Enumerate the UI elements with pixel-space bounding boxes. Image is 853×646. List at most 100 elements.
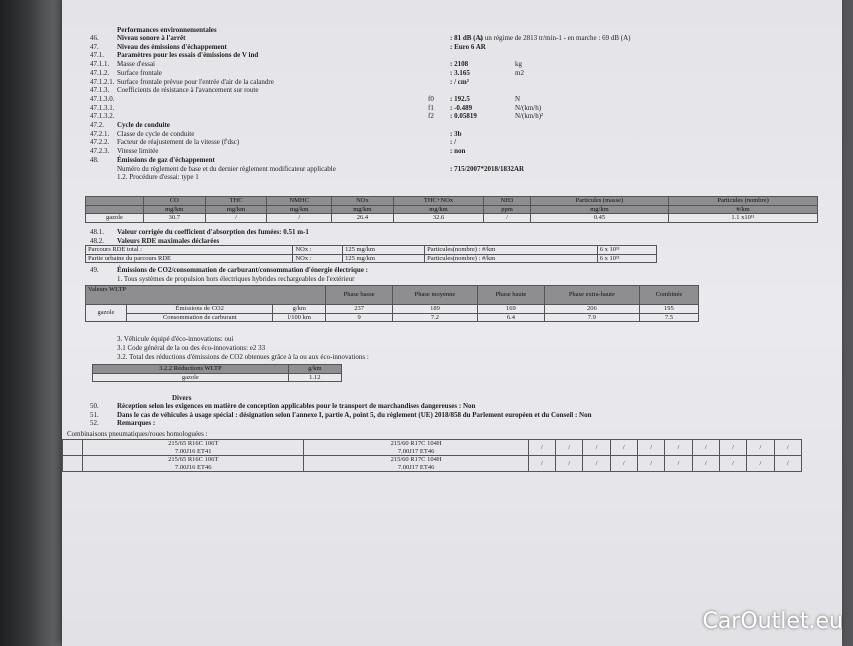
table-row: CO THC NMHC NOx THC+NOx NH3 Particules (masse)… (85, 196, 818, 206)
table-cell: Phase extra-haute (543, 285, 640, 305)
item-label: Valeur corrigée du coefficient d'absorpt… (117, 228, 309, 236)
eco-table: 3.2.2 Réductions WLTP g/km gazole 1.12 (92, 364, 343, 382)
item-number: 47.1. (90, 51, 104, 60)
item-value: : Euro 6 AR (450, 42, 486, 51)
item-label: Coefficients de résistance à l'avancemen… (117, 86, 259, 95)
eco-line: 3.1 Code général de la ou des éco-innova… (117, 344, 266, 352)
table-cell: 237 (325, 304, 393, 314)
table-cell: / (746, 455, 775, 472)
item-value: : / cm² (450, 77, 469, 86)
emissions-table: CO THC NMHC NOx THC+NOx NH3 Particules (masse)… (85, 196, 818, 223)
eco-line: 3.2. Total des réductions d'émissions de… (117, 353, 369, 361)
table-cell: g/km (287, 364, 343, 374)
table-cell (61, 439, 84, 456)
item-label: Paramètres pour les essais d'émissions d… (117, 51, 259, 60)
item-number: 51. (90, 410, 99, 419)
item-label: Remarques : (117, 419, 156, 427)
table-cell: / (636, 439, 666, 456)
item-label: Émissions de gaz d'échappement (117, 155, 215, 164)
item-number: 47.1.3.0. (90, 94, 115, 103)
item-value: : 192.5 (450, 94, 470, 103)
table-cell: Phase basse (325, 285, 393, 305)
item-number: 48.2. (90, 236, 104, 245)
table-cell: mg/km (266, 204, 333, 214)
item-label: Niveau sonore à l'arrêt (117, 34, 186, 42)
item-number: 47. (90, 42, 99, 51)
table-cell: 215/65 R16C 106T 7.00J16 ET41 (82, 439, 305, 456)
table-cell: 6.4 (476, 312, 545, 322)
table-cell: Partie urbaine du parcours RDE (84, 253, 294, 263)
item-number: 47.1.2. (90, 68, 110, 77)
item-number: 47.2.1. (90, 129, 110, 138)
table-cell: gazole (85, 304, 127, 322)
table-cell: Émissions de CO2 (125, 304, 274, 314)
item-label: Réception selon les exigences en matière… (117, 402, 476, 410)
table-cell (61, 455, 84, 472)
table-cell: / (718, 439, 748, 456)
item-ref: f2 (428, 112, 434, 121)
table-cell: / (746, 439, 775, 456)
table-cell: Valeurs WLTP (84, 285, 327, 305)
item-value: : -0.489 (450, 103, 473, 112)
item-label: Facteur de réajustement de la vitesse (f… (117, 138, 240, 147)
table-cell: NOx : (292, 245, 344, 255)
rde-table: Parcours RDE total : NOx :125 mg/km Partic… (84, 245, 658, 263)
item-unit: N/(km/h) (515, 103, 542, 112)
table-cell: NH3 (483, 196, 531, 206)
table-cell: / (555, 439, 584, 456)
table-cell: / (664, 439, 693, 456)
table-cell: 9 (325, 312, 393, 322)
item-value: : 715/2007*2018/1832AR (450, 164, 525, 173)
table-cell: Consommation de carburant (125, 312, 274, 322)
item-number: 48.1. (90, 228, 104, 236)
table-cell: / (773, 439, 803, 456)
table-cell: / (266, 213, 333, 223)
table-cell (85, 196, 144, 206)
table-cell: / (718, 455, 748, 472)
item-extra: à un régime de 2813 tr/min-1 - en marche… (480, 34, 631, 42)
table-cell: ppm (483, 204, 531, 214)
item-unit: kg (515, 60, 522, 69)
section-title: Divers (172, 394, 192, 402)
table-cell: / (691, 439, 720, 456)
table-cell: 215/60 R17C 104H 7.00J17 ET46 (303, 439, 529, 456)
table-cell: Phase moyenne (391, 285, 478, 305)
table-cell: mg/km (529, 204, 670, 214)
table-cell: 26.4 (331, 213, 394, 223)
table-cell: / (691, 455, 720, 472)
table-cell: / (204, 213, 268, 223)
item-label: Numéro du règlement de base et du dernie… (117, 164, 336, 173)
table-cell: 215/65 R16C 106T 7.00J16 ET46 (82, 455, 305, 472)
table-row: gazole 1.12 (92, 372, 343, 382)
tyres-title: Combinaisons pneumatiques/roues homologu… (67, 430, 208, 438)
table-cell: 1.1 x10¹¹ (668, 213, 818, 223)
table-cell (85, 204, 144, 214)
item-number: 46. (90, 34, 99, 42)
item-number: 47.1.1. (90, 60, 110, 69)
table-cell: / (555, 455, 584, 472)
item-unit: N (515, 94, 521, 103)
item-value: : non (450, 147, 466, 156)
item-number: 48. (90, 155, 99, 164)
table-cell: / (664, 455, 693, 472)
table-row: Consommation de carburant l/100 km 9 7.2 6.4… (86, 312, 700, 322)
table-row: gazole Émissions de CO2 g/km 237 189 169 206 19… (85, 304, 700, 322)
item-label: Surface frontale (117, 68, 162, 77)
item-number: 52. (90, 419, 99, 427)
table-cell: 206 (543, 304, 640, 314)
item-number: 47.1.3. (90, 86, 110, 95)
tyre-size: 215/65 R16C 106T (168, 440, 219, 447)
tyre-size: 215/60 R17C 104H (390, 440, 442, 447)
item-value: : 2108 (450, 60, 469, 69)
table-cell: Particules (masse) (529, 196, 670, 206)
item-label: Niveau des émissions d'échappement (117, 42, 227, 51)
item-number: 47.2.2. (90, 138, 110, 147)
item-label: Classe de cycle de conduite (117, 129, 195, 138)
eco-line: 3. Véhicule équipé d'éco-innovations: ou… (117, 335, 234, 343)
table-cell: 195 (638, 304, 700, 314)
table-cell: mg/km (204, 204, 268, 214)
table-cell: 125 mg/km (342, 253, 426, 263)
table-cell: 3.2.2 Réductions WLTP (92, 364, 289, 374)
table-cell: mg/km (392, 204, 485, 214)
rim-size: 7.00J17 ET46 (397, 463, 435, 471)
